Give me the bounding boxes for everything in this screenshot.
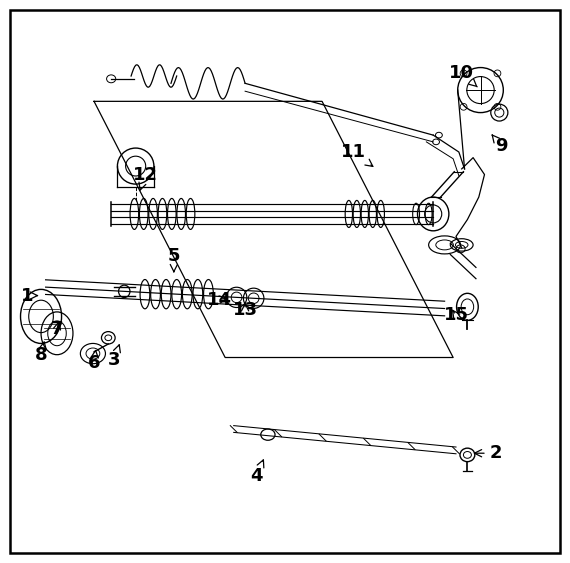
Text: 12: 12: [133, 166, 158, 190]
Text: 2: 2: [474, 444, 502, 462]
Text: 14: 14: [207, 291, 232, 309]
Text: 4: 4: [250, 460, 264, 485]
Text: 7: 7: [51, 320, 63, 338]
Text: 13: 13: [233, 301, 258, 319]
Text: 3: 3: [108, 345, 120, 369]
Text: 1: 1: [21, 287, 38, 305]
Text: 15: 15: [443, 306, 469, 324]
Text: 6: 6: [88, 350, 100, 372]
Text: 10: 10: [449, 64, 477, 87]
Text: 5: 5: [168, 247, 180, 272]
Text: 11: 11: [341, 143, 373, 167]
Text: 8: 8: [35, 342, 48, 364]
Text: 9: 9: [492, 135, 508, 155]
